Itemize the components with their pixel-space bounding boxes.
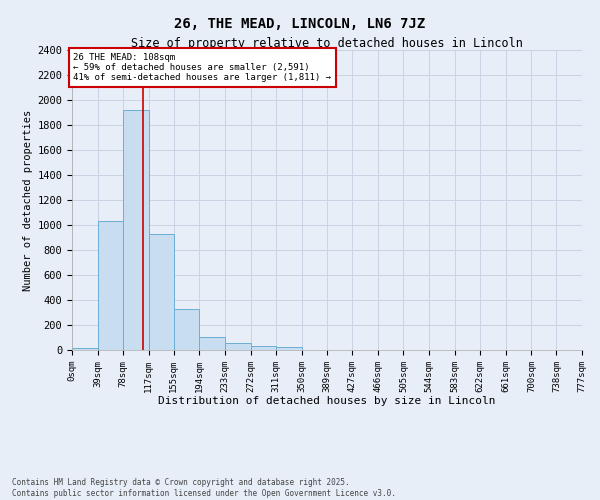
Text: 26, THE MEAD, LINCOLN, LN6 7JZ: 26, THE MEAD, LINCOLN, LN6 7JZ — [175, 18, 425, 32]
Bar — [276, 347, 302, 350]
Bar — [174, 310, 199, 350]
Text: 26 THE MEAD: 108sqm
← 59% of detached houses are smaller (2,591)
41% of semi-det: 26 THE MEAD: 108sqm ← 59% of detached ho… — [73, 52, 331, 82]
Bar — [225, 343, 251, 350]
Bar — [98, 221, 123, 350]
Bar — [251, 346, 276, 350]
Y-axis label: Number of detached properties: Number of detached properties — [23, 110, 33, 290]
X-axis label: Distribution of detached houses by size in Lincoln: Distribution of detached houses by size … — [158, 396, 496, 406]
Bar — [72, 348, 98, 350]
Bar — [123, 110, 149, 350]
Text: Contains HM Land Registry data © Crown copyright and database right 2025.
Contai: Contains HM Land Registry data © Crown c… — [12, 478, 396, 498]
Bar — [199, 337, 225, 350]
Bar — [149, 234, 174, 350]
Title: Size of property relative to detached houses in Lincoln: Size of property relative to detached ho… — [131, 37, 523, 50]
